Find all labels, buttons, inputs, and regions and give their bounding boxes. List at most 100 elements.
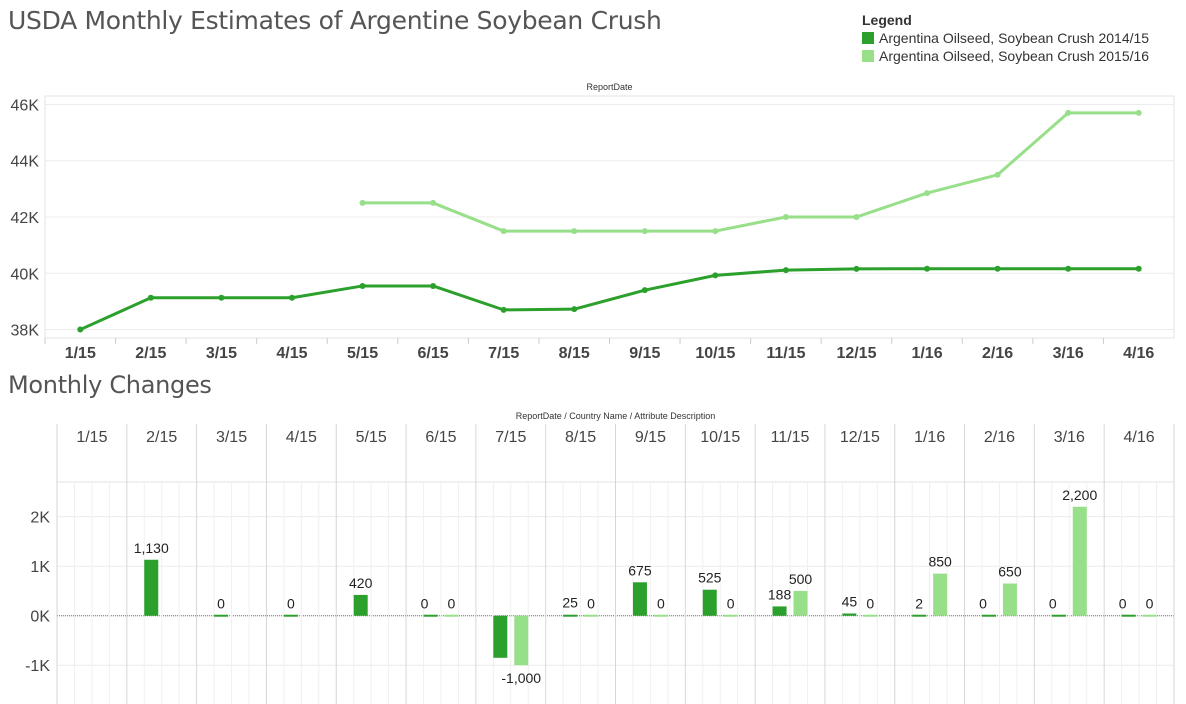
bar-2014-15 bbox=[632, 582, 647, 616]
bar-label-2015-16: 0 bbox=[587, 596, 595, 612]
bar-label-2015-16: 2,200 bbox=[1062, 487, 1097, 503]
bar-y-tick--1K: -1K bbox=[25, 658, 50, 675]
bar-chart-header: ReportDate / Country Name / Attribute De… bbox=[516, 411, 716, 421]
line-x-tick-3-16: 3/16 bbox=[1053, 345, 1084, 362]
bar-2014-15 bbox=[981, 614, 996, 617]
line-x-tick-4-15: 4/15 bbox=[276, 345, 307, 362]
line-x-tick-4-16: 4/16 bbox=[1123, 345, 1154, 362]
line-point-2014-15 bbox=[782, 267, 789, 274]
line-point-2014-15 bbox=[430, 282, 437, 289]
bar-label-2014-15: 0 bbox=[1049, 596, 1057, 612]
line-point-2014-15 bbox=[994, 265, 1001, 272]
line-point-2015-16 bbox=[571, 228, 578, 235]
chart-title: USDA Monthly Estimates of Argentine Soyb… bbox=[8, 6, 662, 35]
legend-item-2015-16[interactable]: Argentina Oilseed, Soybean Crush 2015/16 bbox=[862, 47, 1149, 65]
line-x-tick-1-15: 1/15 bbox=[65, 345, 96, 362]
legend-label-2015-16: Argentina Oilseed, Soybean Crush 2015/16 bbox=[879, 48, 1150, 64]
line-y-tick-40K: 40K bbox=[11, 266, 40, 283]
bar-2014-15 bbox=[423, 614, 438, 617]
legend-title: Legend bbox=[862, 12, 912, 28]
line-x-tick-6-15: 6/15 bbox=[418, 345, 449, 362]
line-point-2015-16 bbox=[994, 171, 1001, 178]
line-chart-header: ReportDate bbox=[586, 82, 632, 92]
bar-column-header-8-15: 8/15 bbox=[565, 429, 596, 446]
bar-label-2014-15: 45 bbox=[842, 593, 858, 609]
line-point-2014-15 bbox=[147, 294, 154, 301]
bar-label-2014-15: 0 bbox=[217, 596, 225, 612]
bar-label-2014-15: 188 bbox=[768, 586, 792, 602]
bar-label-2015-16: -1,000 bbox=[501, 670, 541, 686]
line-point-2014-15 bbox=[288, 294, 295, 301]
bar-2014-15 bbox=[912, 614, 927, 617]
bar-label-2015-16: 0 bbox=[657, 596, 665, 612]
bar-label-2014-15: 0 bbox=[979, 596, 987, 612]
bar-column-header-6-15: 6/15 bbox=[425, 429, 456, 446]
line-x-tick-12-15: 12/15 bbox=[836, 345, 876, 362]
bar-2015-16 bbox=[863, 614, 878, 617]
line-series-2015-16 bbox=[362, 111, 1139, 233]
line-point-2015-16 bbox=[641, 228, 648, 235]
bar-2015-16 bbox=[584, 614, 599, 617]
bar-column-header-5-15: 5/15 bbox=[356, 429, 387, 446]
line-point-2015-16 bbox=[853, 214, 860, 220]
legend-swatch-2015-16 bbox=[862, 50, 874, 62]
bar-2015-16 bbox=[653, 614, 668, 617]
bar-label-2014-15: 675 bbox=[628, 562, 652, 578]
line-x-tick-2-15: 2/15 bbox=[135, 345, 166, 362]
bar-2015-16 bbox=[1072, 506, 1087, 616]
line-point-2014-15 bbox=[924, 265, 931, 272]
legend-swatch-2014-15 bbox=[862, 32, 874, 44]
bar-label-2015-16: 500 bbox=[789, 571, 813, 587]
bar-2014-15 bbox=[283, 614, 298, 617]
bar-2015-16 bbox=[514, 615, 529, 666]
bar-label-2014-15: 0 bbox=[421, 596, 429, 612]
line-y-tick-38K: 38K bbox=[11, 323, 40, 340]
bar-column-header-3-15: 3/15 bbox=[216, 429, 247, 446]
line-point-2014-15 bbox=[1065, 265, 1072, 272]
line-point-2014-15 bbox=[1135, 265, 1142, 272]
bar-2014-15 bbox=[214, 614, 229, 617]
legend-item-2014-15[interactable]: Argentina Oilseed, Soybean Crush 2014/15 bbox=[862, 29, 1149, 47]
bar-column-header-4-16: 4/16 bbox=[1124, 429, 1155, 446]
bar-column-header-2-16: 2/16 bbox=[984, 429, 1015, 446]
line-x-tick-3-15: 3/15 bbox=[206, 345, 237, 362]
line-point-2014-15 bbox=[853, 265, 860, 272]
bar-column-header-9-15: 9/15 bbox=[635, 429, 666, 446]
bar-label-2014-15: 0 bbox=[287, 596, 295, 612]
bar-2014-15 bbox=[1051, 614, 1066, 617]
bar-2015-16 bbox=[1142, 614, 1157, 617]
line-point-2014-15 bbox=[641, 287, 648, 294]
line-x-tick-7-15: 7/15 bbox=[488, 345, 519, 362]
bar-column-header-1-15: 1/15 bbox=[76, 429, 107, 446]
line-point-2015-16 bbox=[924, 190, 931, 197]
line-point-2014-15 bbox=[359, 282, 366, 289]
line-series-2014-15 bbox=[79, 267, 1139, 331]
line-point-2015-16 bbox=[500, 228, 507, 235]
bar-column-header-4-15: 4/15 bbox=[286, 429, 317, 446]
legend-label-2014-15: Argentina Oilseed, Soybean Crush 2014/15 bbox=[879, 30, 1150, 46]
bar-label-2015-16: 0 bbox=[866, 596, 874, 612]
line-y-tick-46K: 46K bbox=[11, 97, 40, 114]
bar-2015-16 bbox=[444, 614, 459, 617]
bar-y-tick-0K: 0K bbox=[30, 609, 50, 626]
bar-2014-15 bbox=[702, 589, 717, 616]
line-point-2014-15 bbox=[77, 326, 84, 333]
bar-y-tick-1K: 1K bbox=[30, 559, 50, 576]
bar-label-2015-16: 0 bbox=[727, 596, 735, 612]
bar-2014-15 bbox=[353, 594, 368, 616]
bar-2014-15 bbox=[842, 613, 857, 616]
bar-2014-15 bbox=[493, 615, 508, 658]
bar-column-header-3-16: 3/16 bbox=[1054, 429, 1085, 446]
bar-label-2015-16: 650 bbox=[998, 564, 1022, 580]
line-point-2015-16 bbox=[430, 199, 437, 206]
bar-2014-15 bbox=[563, 614, 578, 617]
bar-label-2015-16: 0 bbox=[448, 596, 456, 612]
line-x-tick-5-15: 5/15 bbox=[347, 345, 378, 362]
bar-label-2015-16: 850 bbox=[928, 554, 952, 570]
bar-label-2014-15: 1,130 bbox=[134, 540, 169, 556]
bar-column-header-12-15: 12/15 bbox=[840, 429, 880, 446]
line-x-tick-11-15: 11/15 bbox=[766, 345, 805, 362]
line-y-tick-44K: 44K bbox=[11, 154, 40, 171]
bar-column-header-7-15: 7/15 bbox=[495, 429, 526, 446]
bar-2014-15 bbox=[772, 606, 787, 616]
